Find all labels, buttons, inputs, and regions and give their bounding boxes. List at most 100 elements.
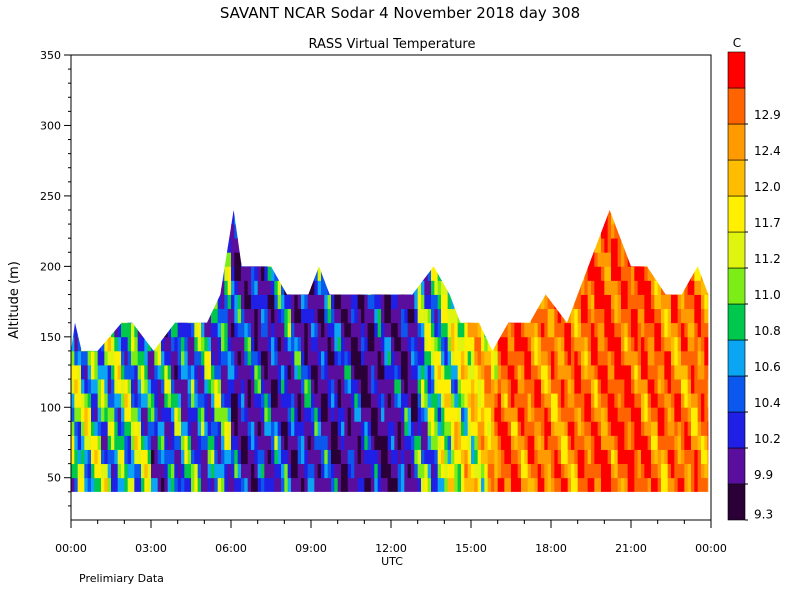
field-cell: [487, 238, 492, 253]
field-cell: [654, 336, 659, 352]
field-cell: [661, 350, 665, 366]
field-cell: [614, 210, 619, 225]
field-cell: [594, 252, 599, 267]
field-cell: [624, 407, 629, 422]
field-cell: [654, 435, 659, 450]
field-cell: [71, 365, 75, 380]
field-cell: [577, 210, 582, 211]
field-cell: [131, 449, 135, 465]
field-cell: [287, 463, 292, 479]
field-cell: [117, 238, 122, 253]
field-cell: [457, 407, 462, 422]
field-cell: [614, 449, 619, 465]
field-cell: [537, 350, 542, 366]
field-cell: [417, 449, 422, 465]
field-cell: [421, 421, 425, 436]
field-cell: [611, 350, 615, 366]
field-cell: [331, 266, 335, 281]
field-cell: [687, 294, 692, 310]
field-cell: [517, 210, 522, 225]
field-cell: [107, 449, 112, 465]
field-cell: [631, 393, 635, 408]
field-cell: [644, 308, 649, 324]
field-cell: [177, 238, 182, 253]
field-cell: [127, 252, 132, 267]
field-cell: [401, 224, 405, 239]
field-cell: [107, 421, 112, 436]
field-cell: [474, 477, 479, 492]
field-cell: [71, 350, 75, 366]
field-cell: [107, 350, 112, 366]
field-cell: [201, 322, 205, 338]
field-cell: [664, 210, 669, 211]
field-cell: [297, 308, 302, 324]
field-cell: [237, 238, 242, 253]
field-cell: [331, 252, 335, 267]
field-cell: [674, 449, 679, 465]
field-cell: [264, 280, 269, 295]
field-cell: [361, 449, 365, 465]
field-cell: [371, 477, 375, 492]
x-tick-label: 00:00: [55, 542, 87, 555]
field-cell: [704, 280, 709, 295]
field-cell: [511, 407, 515, 422]
field-cell: [514, 477, 519, 492]
field-cell: [634, 379, 639, 394]
field-cell: [604, 238, 609, 253]
field-cell: [311, 238, 315, 253]
field-cell: [401, 393, 405, 408]
field-cell: [671, 210, 675, 211]
chart-subtitle: RASS Virtual Temperature: [309, 37, 476, 52]
field-cell: [124, 463, 129, 479]
field-cell: [621, 224, 625, 239]
field-cell: [411, 210, 415, 225]
field-cell: [77, 365, 82, 380]
field-cell: [587, 224, 592, 239]
field-cell: [677, 224, 682, 239]
field-cell: [414, 224, 419, 239]
field-cell: [257, 393, 262, 408]
field-cell: [671, 463, 675, 479]
field-cell: [584, 280, 589, 295]
field-cell: [277, 210, 282, 225]
field-cell: [584, 393, 589, 408]
field-cell: [337, 322, 342, 338]
field-cell: [81, 238, 85, 253]
field-cell: [437, 252, 442, 267]
field-cell: [234, 421, 239, 436]
field-cell: [354, 210, 359, 211]
field-cell: [551, 463, 555, 479]
field-cell: [314, 435, 319, 450]
field-cell: [607, 266, 612, 281]
field-cell: [517, 280, 522, 295]
field-cell: [257, 294, 262, 310]
field-cell: [377, 393, 382, 408]
field-cell: [544, 336, 549, 352]
field-cell: [407, 379, 412, 394]
field-cell: [477, 308, 482, 324]
field-cell: [151, 449, 155, 465]
field-cell: [181, 421, 185, 436]
field-cell: [77, 224, 82, 239]
field-cell: [487, 365, 492, 380]
field-cell: [437, 238, 442, 253]
y-tick-label: 150: [40, 331, 61, 344]
field-cell: [441, 266, 445, 281]
field-cell: [641, 238, 645, 253]
field-cell: [104, 294, 109, 310]
field-cell: [601, 238, 605, 253]
field-cell: [177, 336, 182, 352]
field-cell: [257, 477, 262, 492]
field-cell: [227, 294, 232, 310]
field-cell: [171, 294, 175, 310]
field-cell: [377, 224, 382, 239]
field-cell: [367, 280, 372, 295]
field-cell: [364, 210, 369, 211]
field-cell: [361, 350, 365, 366]
field-cell: [637, 252, 642, 267]
field-cell: [637, 210, 642, 225]
field-cell: [461, 336, 465, 352]
field-cell: [161, 252, 165, 267]
field-cell: [321, 238, 325, 253]
field-cell: [81, 308, 85, 324]
